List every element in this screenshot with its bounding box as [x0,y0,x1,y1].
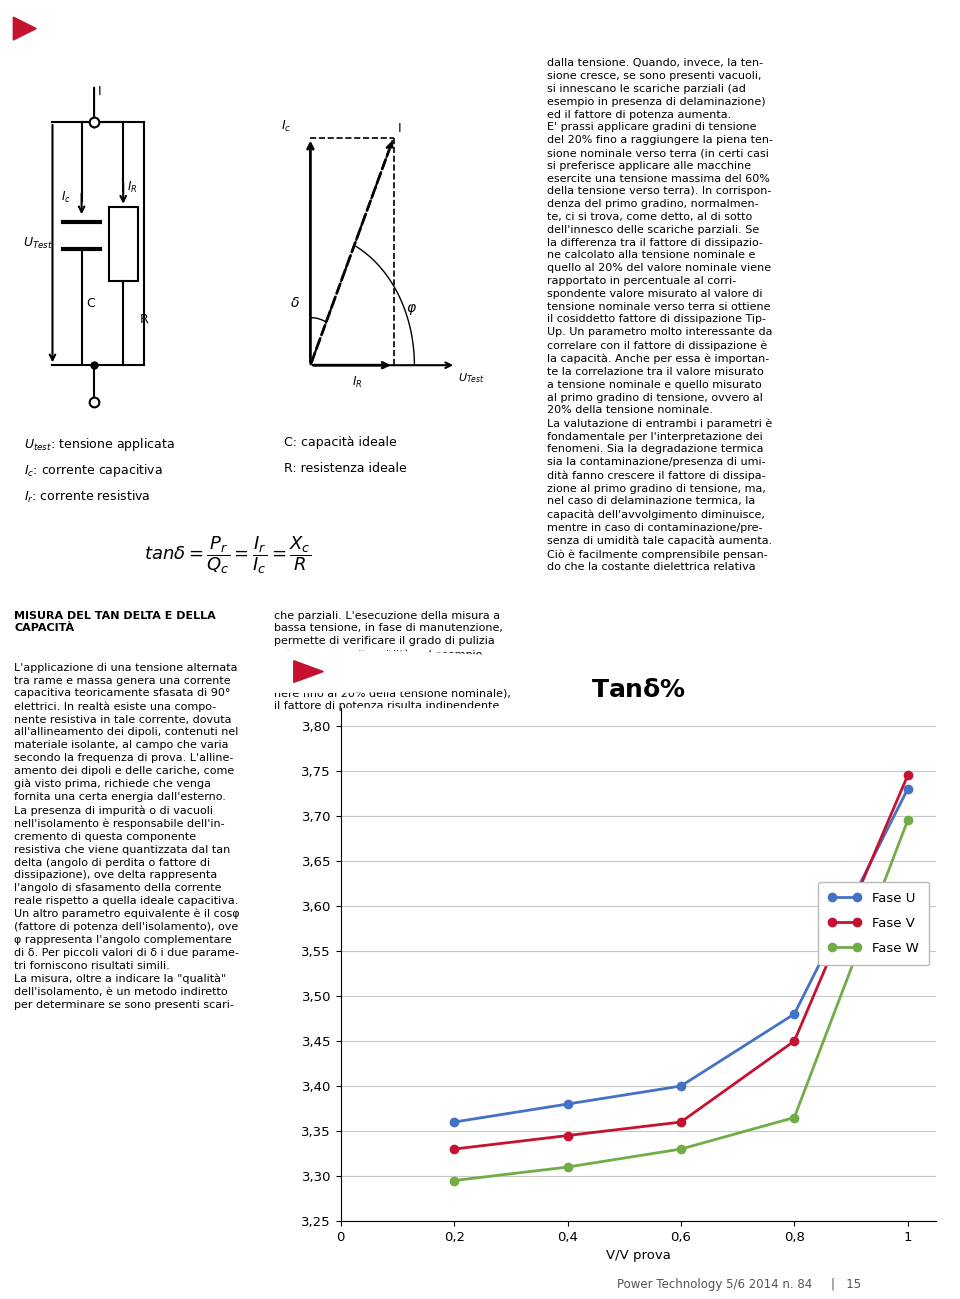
Text: L'applicazione di una tensione alternata
tra rame e massa genera una corrente
ca: L'applicazione di una tensione alternata… [14,662,240,1009]
Text: Figura 4: Rappresentazione dell’angolo delta: Figura 4: Rappresentazione dell’angolo d… [54,22,353,35]
Fase V [788,1033,800,1048]
Bar [108,207,138,281]
Fase U [901,781,913,796]
Legend: Fase U, Fase V, Fase W: Fase U, Fase V, Fase W [818,882,929,965]
Text: $U_{test}$: tensione applicata: $U_{test}$: tensione applicata [24,436,175,453]
Polygon shape [13,17,36,40]
Circle shape [0,9,227,48]
Text: dalla tensione. Quando, invece, la ten-
sione cresce, se sono presenti vacuoli,
: dalla tensione. Quando, invece, la ten- … [547,58,773,573]
Text: R: resistenza ideale: R: resistenza ideale [284,462,406,475]
Text: $I_c$: corrente capacitiva: $I_c$: corrente capacitiva [24,462,163,479]
Polygon shape [294,661,324,682]
Fase V [448,1142,460,1157]
Fase U [448,1115,460,1130]
Text: $tan\delta = \dfrac{P_r}{Q_c} = \dfrac{I_r}{I_c} = \dfrac{X_c}{R}$: $tan\delta = \dfrac{P_r}{Q_c} = \dfrac{I… [144,534,311,577]
Text: $U_{Test}$: $U_{Test}$ [23,236,54,251]
Fase U [788,1007,800,1022]
Text: $I_c$: $I_c$ [281,118,292,134]
Text: $I_r$: corrente resistiva: $I_r$: corrente resistiva [24,488,151,504]
Line: Fase V: Fase V [450,772,912,1154]
Fase V [562,1128,573,1143]
Line: Fase W: Fase W [450,816,912,1185]
Fase U [675,1078,686,1094]
X-axis label: V/V prova: V/V prova [606,1250,671,1263]
Text: $I_R$: $I_R$ [128,179,138,195]
Text: I: I [98,86,102,99]
Fase V [675,1115,686,1130]
Text: che parziali. L'esecuzione della misura a
bassa tensione, in fase di manutenzion: che parziali. L'esecuzione della misura … [274,611,511,711]
Fase W [562,1159,573,1174]
Fase U [562,1096,573,1112]
Text: MISURA DEL TAN DELTA E DELLA
CAPACITÀ: MISURA DEL TAN DELTA E DELLA CAPACITÀ [14,611,216,634]
Text: $\varphi$: $\varphi$ [406,303,417,317]
Fase W [788,1109,800,1125]
Text: $U_{Test}$: $U_{Test}$ [458,372,485,385]
Fase V [901,768,913,783]
Line: Fase U: Fase U [450,785,912,1126]
Text: $I_R$: $I_R$ [352,375,363,391]
Text: Power Technology 5/6 2014 n. 84     |   15: Power Technology 5/6 2014 n. 84 | 15 [617,1278,861,1291]
Text: C: C [85,297,94,310]
Text: R: R [140,313,149,326]
Circle shape [26,651,590,692]
Text: I: I [397,122,401,135]
Text: Figura 5: Andamento del tan delta al variare della tensione di prova: Figura 5: Andamento del tan delta al var… [344,666,770,677]
Title: Tan$\mathbf{\delta}$%: Tan$\mathbf{\delta}$% [590,678,686,701]
Fase W [901,813,913,829]
Fase W [448,1173,460,1189]
Fase W [675,1142,686,1157]
Text: C: capacità ideale: C: capacità ideale [284,436,396,449]
Text: $\delta$: $\delta$ [290,296,300,310]
Text: $I_c$: $I_c$ [60,190,71,205]
